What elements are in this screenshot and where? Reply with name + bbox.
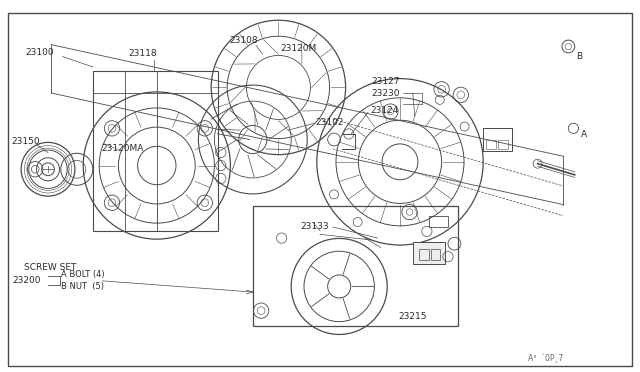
- Text: 23120M: 23120M: [280, 44, 317, 53]
- Text: 23124: 23124: [370, 106, 398, 115]
- Text: 23100: 23100: [26, 48, 54, 57]
- Bar: [431, 249, 440, 260]
- Text: 23215: 23215: [398, 312, 427, 321]
- Text: B: B: [576, 52, 582, 61]
- Bar: [413, 242, 445, 264]
- Text: 23118: 23118: [128, 49, 157, 58]
- Bar: [93, 71, 218, 231]
- Text: A: A: [581, 130, 588, 139]
- Text: A BOLT (4): A BOLT (4): [61, 270, 105, 279]
- Text: 23102: 23102: [315, 118, 344, 126]
- Bar: [419, 249, 429, 260]
- Bar: [253, 206, 458, 326]
- Bar: [486, 140, 496, 149]
- Text: 23133: 23133: [301, 222, 330, 231]
- Text: 23200: 23200: [13, 276, 42, 285]
- Text: 23127: 23127: [371, 77, 400, 86]
- Text: A³  ´0P¸7: A³ ´0P¸7: [528, 355, 563, 363]
- Text: B NUT  (5): B NUT (5): [61, 282, 104, 291]
- Bar: [483, 128, 512, 151]
- Bar: [429, 216, 448, 227]
- Text: 23150: 23150: [12, 137, 40, 146]
- Bar: [498, 140, 508, 149]
- Text: 23230: 23230: [371, 89, 400, 98]
- Text: 23120MA: 23120MA: [101, 144, 143, 153]
- Text: SCREW SET: SCREW SET: [24, 263, 77, 272]
- Text: 23108: 23108: [229, 36, 258, 45]
